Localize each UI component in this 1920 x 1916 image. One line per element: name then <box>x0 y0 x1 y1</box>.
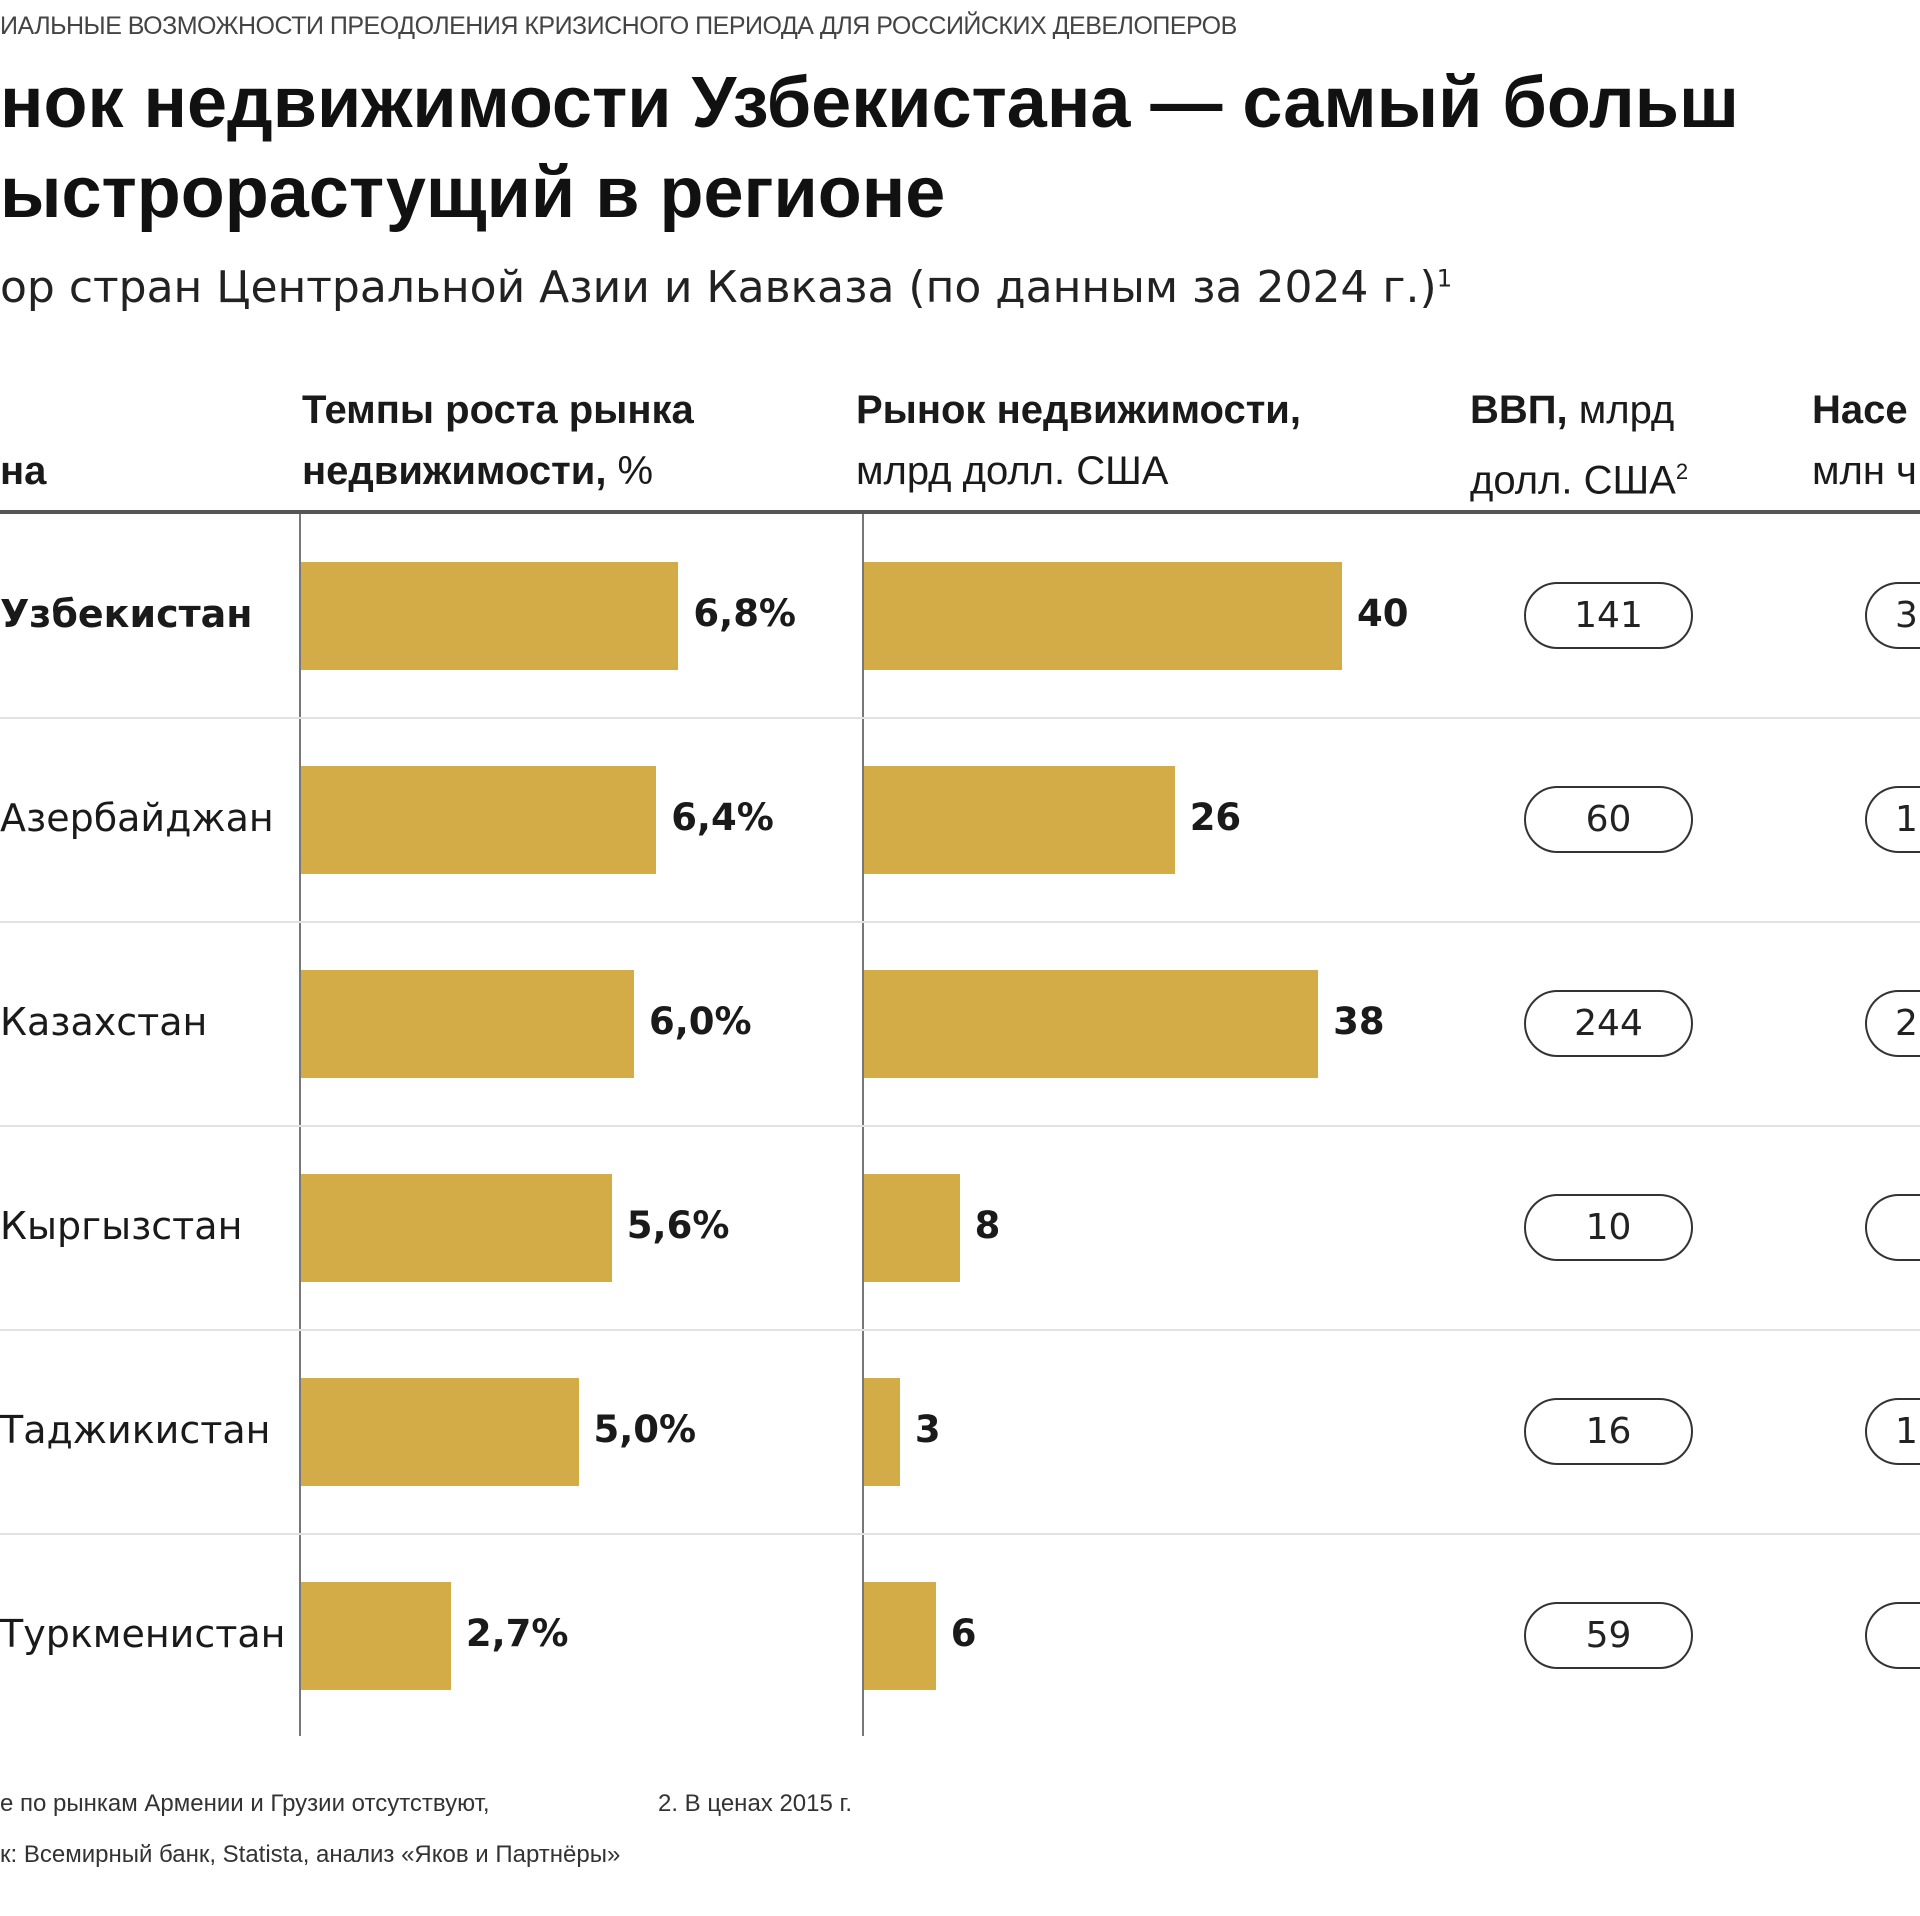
market-bar <box>864 1174 960 1282</box>
population-value-pill: 1 <box>1865 786 1920 853</box>
subtitle: ор стран Центральной Азии и Кавказа (по … <box>0 262 1452 313</box>
population-value-pill: 1 <box>1865 1398 1920 1465</box>
growth-value-label: 6,8% <box>693 592 797 635</box>
population-value-pill <box>1865 1194 1920 1261</box>
header-growth-unit: % <box>606 449 654 493</box>
market-bar <box>864 970 1319 1078</box>
footnote-1: е по рынкам Армении и Грузии отсутствуют… <box>0 1790 490 1817</box>
source-note: к: Всемирный банк, Statista, анализ «Яко… <box>0 1841 621 1868</box>
market-bar <box>864 1582 936 1690</box>
market-bar <box>864 1378 900 1486</box>
market-bar <box>864 562 1342 670</box>
row-separator <box>0 1329 1920 1331</box>
market-bar <box>864 766 1175 874</box>
header-rule <box>0 510 1920 514</box>
growth-bar <box>301 970 634 1078</box>
row-separator <box>0 1533 1920 1535</box>
country-label: Узбекистан <box>0 592 253 636</box>
header-gdp-footnote-mark: 2 <box>1675 459 1689 484</box>
header-market: Рынок недвижимости, млрд долл. США <box>856 380 1301 502</box>
gdp-value-pill: 141 <box>1524 582 1693 649</box>
gdp-value-pill: 244 <box>1524 990 1693 1057</box>
growth-bar <box>301 766 657 874</box>
country-label: Кыргызстан <box>0 1204 243 1248</box>
gdp-value-pill: 16 <box>1524 1398 1693 1465</box>
market-value-label: 26 <box>1189 796 1242 839</box>
growth-value-label: 6,4% <box>671 796 774 839</box>
row-separator <box>0 1125 1920 1127</box>
gdp-value-pill: 59 <box>1524 1602 1693 1669</box>
header-gdp: ВВП, млрд долл. США2 <box>1470 380 1688 511</box>
header-growth-line1: Темпы роста рынка <box>302 388 694 432</box>
growth-value-label: 6,0% <box>649 1000 752 1043</box>
growth-bar <box>301 562 679 670</box>
growth-value-label: 2,7% <box>465 1612 569 1655</box>
footnote-2: 2. В ценах 2015 г. <box>658 1790 853 1817</box>
market-value-label: 38 <box>1333 1000 1385 1043</box>
growth-value-label: 5,0% <box>593 1408 697 1451</box>
header-country-label: на <box>0 449 47 493</box>
header-growth-line2: недвижимости, <box>302 449 607 493</box>
header-population: Насе млн ч <box>1812 380 1917 502</box>
market-value-label: 3 <box>914 1408 941 1451</box>
header-population-bold: Насе <box>1812 388 1908 432</box>
country-label: Казахстан <box>0 1000 208 1044</box>
header-market-line1: Рынок недвижимости, <box>856 388 1301 432</box>
gdp-value-pill: 10 <box>1524 1194 1693 1261</box>
header-market-unit: млрд долл. США <box>856 449 1169 493</box>
population-value-pill: 2 <box>1865 990 1920 1057</box>
header-country: на <box>0 380 46 502</box>
subtitle-text: ор стран Центральной Азии и Кавказа (по … <box>0 262 1437 313</box>
subtitle-footnote-mark: 1 <box>1436 264 1453 293</box>
population-value-pill <box>1865 1602 1920 1669</box>
header-gdp-unit2: долл. США <box>1470 458 1676 503</box>
market-value-label: 40 <box>1357 592 1409 635</box>
country-label: Таджикистан <box>0 1408 271 1452</box>
page-title-line1: нок недвижимости Узбекистана — самый бол… <box>0 63 1740 143</box>
row-separator <box>0 717 1920 719</box>
gdp-value-pill: 60 <box>1524 786 1693 853</box>
growth-bar <box>301 1174 612 1282</box>
country-label: Азербайджан <box>0 796 274 840</box>
country-label: Туркменистан <box>0 1612 286 1656</box>
market-value-label: 8 <box>974 1204 1001 1247</box>
growth-bar <box>301 1582 451 1690</box>
population-value-pill: 3 <box>1865 582 1920 649</box>
header-growth: Темпы роста рынка недвижимости, % <box>302 380 694 502</box>
row-separator <box>0 921 1920 923</box>
market-value-label: 6 <box>950 1612 977 1655</box>
page-title-line2: ыстрорастущий в регионе <box>0 153 946 233</box>
header-gdp-bold: ВВП, <box>1470 388 1568 432</box>
growth-value-label: 5,6% <box>626 1204 730 1247</box>
header-gdp-unit1: млрд <box>1567 388 1675 432</box>
report-kicker: ИАЛЬНЫЕ ВОЗМОЖНОСТИ ПРЕОДОЛЕНИЯ КРИЗИСНО… <box>0 12 1237 40</box>
header-population-unit: млн ч <box>1812 449 1917 493</box>
growth-bar <box>301 1378 579 1486</box>
